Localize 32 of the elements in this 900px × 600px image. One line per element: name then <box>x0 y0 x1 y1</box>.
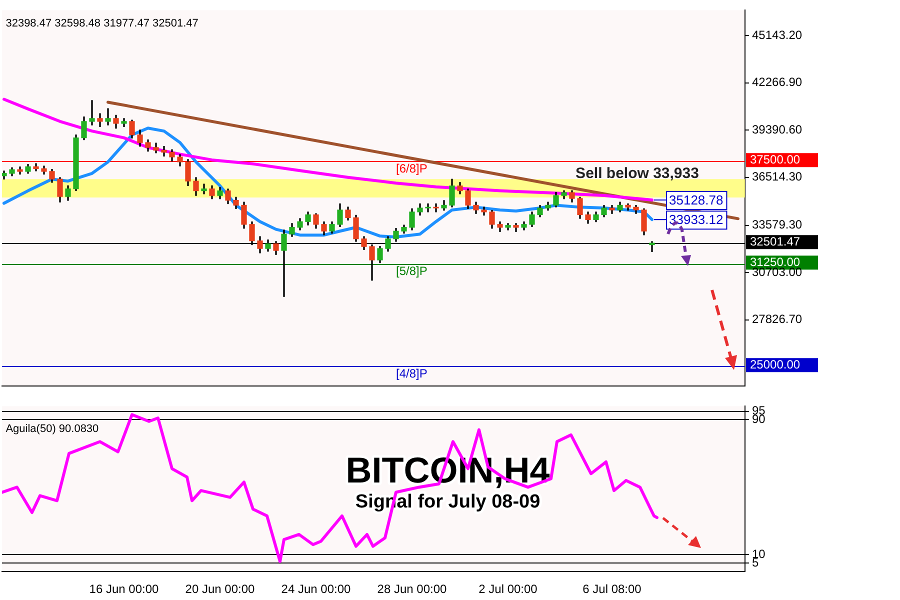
x-tick-label: 28 Jun 00:00 <box>377 582 448 596</box>
x-tick-label: 24 Jun 00:00 <box>281 582 352 596</box>
candlestick <box>425 203 431 212</box>
candlestick <box>89 100 95 126</box>
candlestick <box>97 113 103 127</box>
annotation: 33933.12 <box>669 212 724 228</box>
annotation: [6/8]P <box>396 161 428 176</box>
candlestick <box>201 184 207 194</box>
annotation: 32398.47 32598.48 31977.47 32501.47 <box>6 18 198 30</box>
annotation: [5/8]P <box>396 264 428 278</box>
ref-line-label: 25000.00 <box>750 357 800 372</box>
annotation: 35128.78 <box>669 192 724 208</box>
x-tick-label: 2 Jul 00:00 <box>478 582 538 596</box>
ref-line-label: 31250.00 <box>750 254 800 269</box>
annotation: Aguila(50) 90.0830 <box>6 422 99 435</box>
annotation: [4/8]P <box>396 366 428 380</box>
x-tick-label: 20 Jun 00:00 <box>185 582 256 596</box>
y-tick-label: 27826.70 <box>752 312 802 326</box>
ref-line-label: 32501.47 <box>750 234 800 248</box>
x-tick-label: 6 Jul 08:00 <box>582 582 642 596</box>
ref-line-label: 37500.00 <box>750 152 800 166</box>
y-tick-label: 36514.30 <box>752 170 802 184</box>
y-tick-label: 45143.20 <box>752 28 802 42</box>
candlestick <box>433 203 439 212</box>
annotation: Sell below 33,933 <box>576 165 699 182</box>
y-tick-label: 39390.60 <box>752 122 802 136</box>
candlestick <box>33 163 39 172</box>
y-tick-label: 42266.90 <box>752 75 802 90</box>
y-tick-label: 33579.30 <box>752 218 802 232</box>
candlestick <box>105 108 111 126</box>
x-tick-label: 16 Jun 00:00 <box>89 582 160 596</box>
candlestick <box>161 146 167 157</box>
